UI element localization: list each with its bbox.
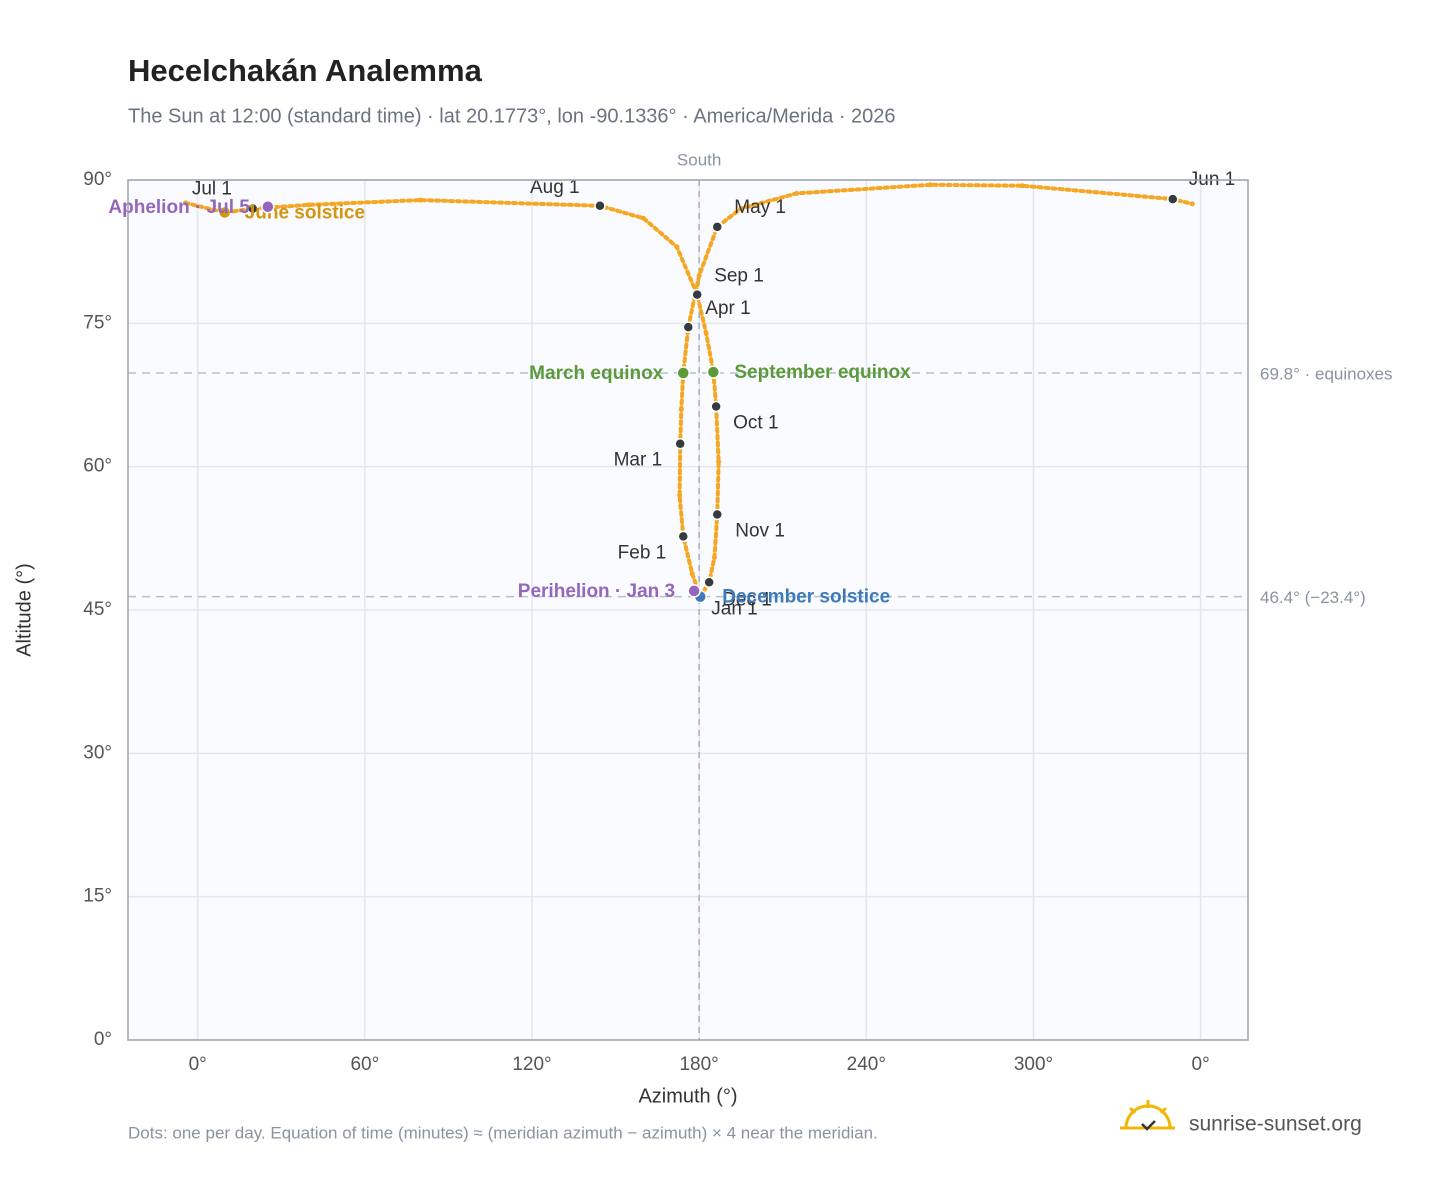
- event-label: Aphelion · Jul 5: [108, 197, 250, 218]
- analemma-dot: [183, 200, 189, 206]
- y-tick-label: 45°: [83, 599, 112, 620]
- month-marker: [677, 530, 690, 543]
- analemma-dot: [674, 244, 680, 250]
- event-label: March equinox: [529, 363, 664, 384]
- analemma-dot: [689, 571, 695, 577]
- event-label: December solstice: [722, 587, 890, 608]
- analemma-dot: [677, 492, 683, 498]
- x-tick-label: 120°: [512, 1054, 551, 1075]
- y-tick-label: 15°: [83, 886, 112, 907]
- month-marker: [247, 202, 259, 215]
- month-marker: [674, 437, 686, 450]
- y-tick-label: 75°: [83, 312, 112, 333]
- event-label: September equinox: [734, 362, 911, 383]
- analemma-dot: [640, 215, 646, 221]
- analemma-dot: [678, 406, 684, 412]
- analemma-dot: [1019, 183, 1025, 189]
- event-marker: [687, 584, 701, 598]
- month-label: Feb 1: [618, 542, 667, 563]
- analemma-dot: [716, 459, 722, 465]
- grid: [128, 179, 1248, 1041]
- event-marker: [217, 205, 232, 220]
- month-marker: [711, 508, 724, 521]
- month-label: Nov 1: [735, 520, 785, 541]
- y-tick-label: 0°: [94, 1029, 112, 1050]
- x-tick-label: 0°: [1192, 1054, 1210, 1075]
- month-label: Dec 1: [722, 589, 772, 610]
- month-marker: [691, 288, 703, 301]
- x-axis-label: Azimuth (°): [638, 1085, 737, 1107]
- month-label: Jul 1: [192, 179, 232, 200]
- analemma-dot: [711, 554, 717, 560]
- analemma-dot: [927, 182, 933, 188]
- x-tick-label: 180°: [679, 1054, 718, 1075]
- event-marker: [676, 366, 691, 380]
- y-tick-label: 90°: [83, 169, 112, 190]
- event-label: Perihelion · Jan 3: [518, 581, 675, 602]
- analemma-dot: [1189, 201, 1195, 207]
- month-marker: [1167, 193, 1179, 205]
- analemma-line: [677, 182, 1195, 599]
- month-label: Apr 1: [705, 298, 750, 319]
- month-label: Aug 1: [530, 177, 580, 198]
- month-label: Sep 1: [714, 266, 764, 287]
- reference-label: 46.4° (−23.4°): [1260, 588, 1366, 607]
- analemma-dot: [306, 202, 312, 208]
- y-tick-label: 60°: [83, 456, 112, 477]
- analemma-dot: [794, 190, 800, 196]
- reference-label: 69.8° · equinoxes: [1260, 365, 1393, 384]
- analemma-dot: [738, 206, 744, 212]
- month-marker: [710, 400, 722, 413]
- chart-title: Hecelchakán Analemma: [128, 53, 483, 88]
- event-label: June solstice: [245, 203, 365, 224]
- meridian-label: South: [677, 150, 721, 169]
- x-tick-label: 240°: [847, 1054, 886, 1075]
- month-label: May 1: [734, 197, 786, 218]
- x-tick-label: 0°: [189, 1054, 207, 1075]
- month-label: Jan 1: [711, 599, 757, 620]
- plot-frame: [127, 179, 1249, 1041]
- analemma-dot: [703, 330, 709, 336]
- month-label: Mar 1: [614, 450, 663, 471]
- chart-subtitle: The Sun at 12:00 (standard time) · lat 2…: [128, 105, 896, 127]
- month-marker: [703, 576, 715, 589]
- event-marker: [706, 365, 721, 379]
- analemma-dot: [418, 197, 424, 203]
- y-tick-label: 30°: [83, 742, 112, 763]
- month-marker: [682, 321, 695, 333]
- event-marker: [261, 200, 275, 214]
- month-marker: [594, 200, 606, 212]
- month-marker: [711, 221, 724, 233]
- x-tick-label: 60°: [350, 1054, 379, 1075]
- x-tick-label: 300°: [1014, 1054, 1053, 1075]
- brand: sunrise-sunset.org: [1189, 1113, 1362, 1136]
- analemma-dot: [696, 273, 702, 279]
- y-axis-label: Altitude (°): [13, 563, 35, 657]
- brand-logo: [1120, 1100, 1175, 1131]
- month-label: Oct 1: [733, 412, 778, 433]
- footnote: Dots: one per day. Equation of time (min…: [128, 1123, 878, 1142]
